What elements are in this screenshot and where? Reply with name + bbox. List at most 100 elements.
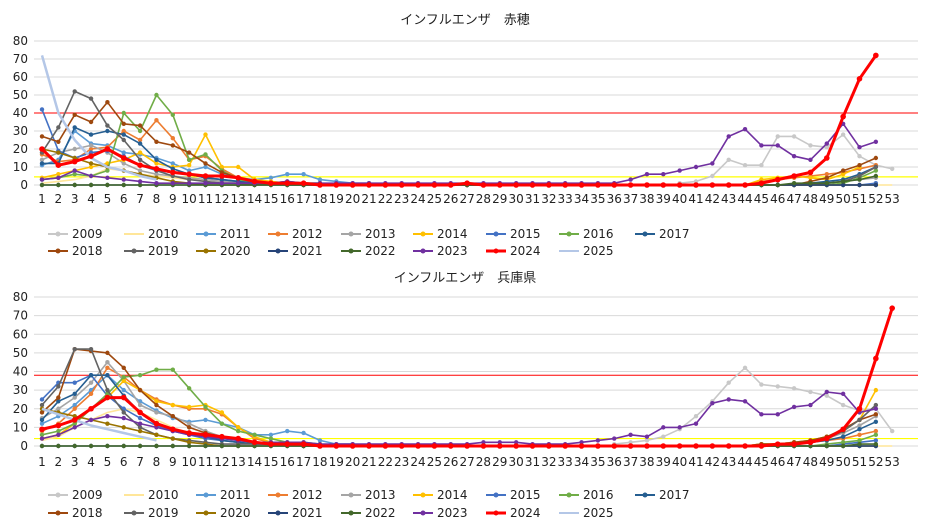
series-point-2022 bbox=[88, 443, 94, 449]
series-point-2012 bbox=[137, 137, 143, 143]
series-point-2014 bbox=[170, 402, 175, 408]
series-point-2018 bbox=[121, 365, 126, 370]
series-point-2022 bbox=[236, 443, 241, 449]
series-point-2013 bbox=[56, 406, 61, 411]
series-point-2022 bbox=[154, 443, 159, 449]
series-point-2024 bbox=[791, 441, 797, 447]
series-point-2022 bbox=[72, 443, 77, 449]
series-point-2023 bbox=[137, 421, 143, 426]
series-point-2014 bbox=[873, 387, 879, 393]
series-point-2024 bbox=[873, 355, 879, 362]
series-point-2018 bbox=[154, 402, 159, 408]
series-point-2022 bbox=[186, 443, 192, 449]
x-tick-label: 47 bbox=[786, 192, 801, 206]
series-point-2023 bbox=[628, 432, 633, 438]
x-tick-label: 30 bbox=[509, 192, 524, 206]
series-point-2021 bbox=[873, 182, 879, 188]
series-point-2016 bbox=[873, 168, 879, 173]
series-point-2019 bbox=[56, 384, 61, 389]
y-tick-label: 10 bbox=[13, 160, 28, 174]
x-tick-label: 44 bbox=[737, 192, 752, 206]
legend-label-2014: 2014 bbox=[437, 488, 468, 502]
x-tick-label: 37 bbox=[623, 192, 638, 206]
series-point-2017 bbox=[840, 434, 846, 439]
series-point-2024 bbox=[415, 182, 421, 188]
legend-marker-2020 bbox=[203, 510, 209, 516]
legend-label-2009: 2009 bbox=[72, 227, 103, 241]
series-point-2009 bbox=[857, 154, 862, 159]
series-point-2022 bbox=[137, 443, 143, 449]
legend-marker-2015 bbox=[493, 492, 499, 498]
legend-label-2010: 2010 bbox=[148, 488, 179, 502]
series-point-2023 bbox=[710, 161, 715, 166]
series-point-2024 bbox=[398, 182, 405, 188]
series-point-2011 bbox=[301, 430, 306, 436]
series-point-2024 bbox=[349, 443, 356, 449]
series-point-2023 bbox=[808, 157, 813, 162]
series-point-2020 bbox=[105, 421, 110, 426]
series-point-2016 bbox=[154, 92, 159, 98]
series-point-2024 bbox=[317, 443, 323, 449]
series-point-2016 bbox=[105, 168, 110, 173]
series-point-2023 bbox=[857, 145, 862, 150]
x-tick-label: 29 bbox=[492, 192, 507, 206]
series-point-2019 bbox=[857, 173, 862, 179]
legend-label-2020: 2020 bbox=[220, 244, 251, 258]
series-point-2011 bbox=[170, 161, 175, 166]
x-tick-label: 1 bbox=[38, 455, 46, 469]
series-point-2021 bbox=[857, 182, 862, 188]
series-point-2018 bbox=[857, 163, 862, 168]
legend-marker-2014 bbox=[420, 231, 426, 237]
series-point-2017 bbox=[56, 399, 61, 404]
series-point-2024 bbox=[447, 182, 454, 188]
series-point-2024 bbox=[758, 180, 765, 186]
series-point-2009 bbox=[808, 389, 813, 395]
x-tick-label: 1 bbox=[38, 192, 46, 206]
chart-title: インフルエンザ 兵庫県 bbox=[394, 271, 537, 286]
series-point-2024 bbox=[284, 180, 291, 186]
series-point-2017 bbox=[72, 391, 77, 397]
x-tick-label: 44 bbox=[737, 455, 752, 469]
series-point-2023 bbox=[72, 425, 77, 430]
series-point-2024 bbox=[186, 171, 192, 177]
series-point-2024 bbox=[676, 443, 683, 449]
legend-marker-2023 bbox=[420, 248, 426, 254]
x-tick-label: 3 bbox=[71, 455, 79, 469]
series-point-2024 bbox=[120, 155, 127, 161]
series-point-2016 bbox=[219, 421, 225, 426]
series-point-2011 bbox=[301, 172, 306, 177]
x-tick-label: 10 bbox=[182, 192, 197, 206]
series-point-2019 bbox=[72, 346, 77, 352]
series-point-2012 bbox=[105, 365, 110, 370]
series-point-2024 bbox=[546, 182, 552, 188]
series-point-2018 bbox=[137, 387, 143, 393]
series-point-2023 bbox=[726, 397, 731, 402]
y-tick-label: 80 bbox=[13, 290, 28, 304]
series-point-2018 bbox=[72, 112, 77, 118]
series-point-2018 bbox=[39, 134, 45, 139]
series-point-2013 bbox=[137, 168, 143, 173]
series-point-2023 bbox=[791, 154, 797, 159]
legend-marker-2011 bbox=[203, 231, 209, 237]
series-line-2025 bbox=[41, 407, 157, 442]
series-point-2020 bbox=[154, 432, 159, 438]
series-point-2024 bbox=[300, 441, 307, 447]
series-point-2024 bbox=[840, 426, 846, 433]
series-point-2016 bbox=[39, 432, 45, 438]
series-point-2024 bbox=[791, 173, 797, 179]
series-point-2023 bbox=[644, 434, 650, 439]
series-point-2024 bbox=[104, 394, 111, 401]
series-point-2009 bbox=[840, 402, 846, 408]
series-point-2019 bbox=[56, 125, 61, 130]
series-line-2009 bbox=[679, 133, 893, 184]
series-point-2022 bbox=[824, 181, 829, 186]
series-point-2023 bbox=[693, 164, 699, 170]
series-point-2023 bbox=[824, 389, 829, 395]
series-point-2024 bbox=[251, 178, 258, 185]
series-point-2022 bbox=[840, 443, 846, 449]
legend-marker-2017 bbox=[642, 492, 648, 498]
series-point-2018 bbox=[88, 119, 94, 125]
series-point-2019 bbox=[121, 410, 126, 415]
series-point-2022 bbox=[121, 182, 126, 188]
series-point-2024 bbox=[431, 443, 438, 449]
